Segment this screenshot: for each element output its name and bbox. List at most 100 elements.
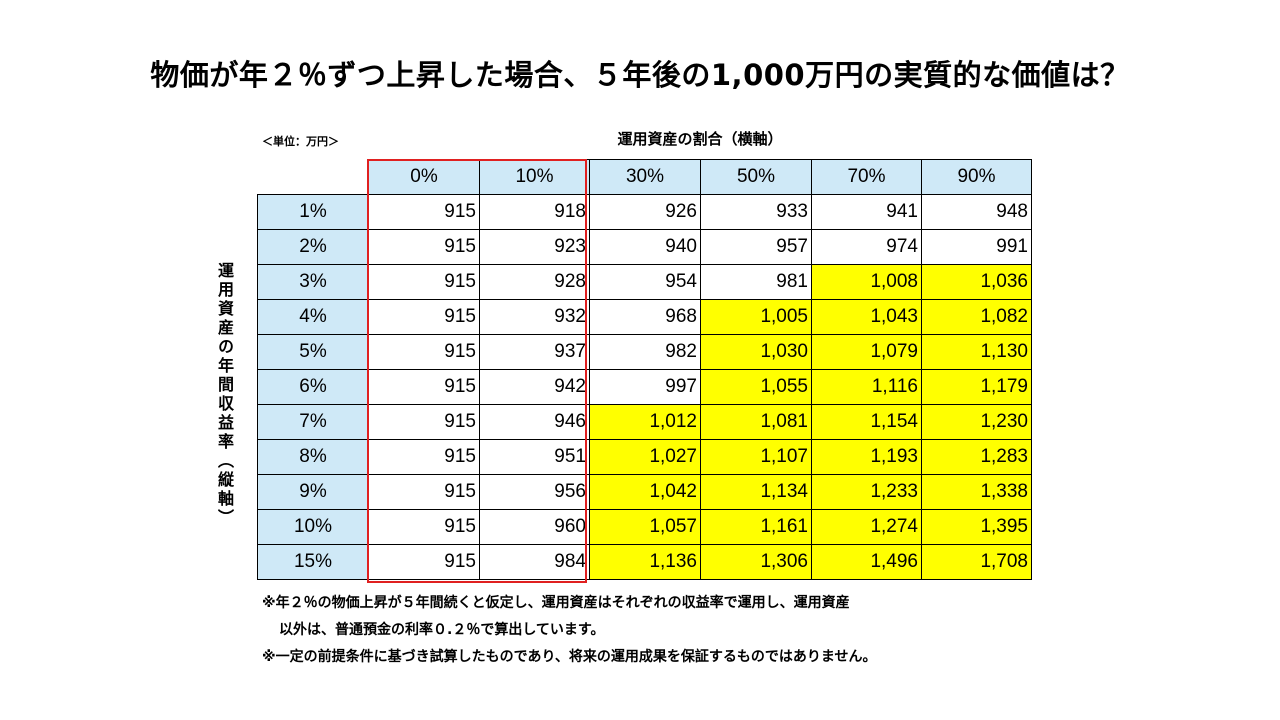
- row-header: 6%: [257, 369, 369, 405]
- table-corner: [257, 159, 369, 195]
- table-cell: 1,008: [811, 264, 922, 300]
- table-cell: 1,107: [700, 439, 812, 475]
- table-row: 15% 915 984 1,136 1,306 1,496 1,708: [257, 544, 1032, 580]
- column-header: 30%: [589, 159, 701, 195]
- table-cell: 956: [479, 474, 590, 510]
- table-cell: 1,030: [700, 334, 812, 370]
- table-cell: 933: [700, 194, 812, 230]
- table-cell: 1,134: [700, 474, 812, 510]
- table-cell: 974: [811, 229, 922, 265]
- table-cell: 1,179: [921, 369, 1032, 405]
- table-cell: 937: [479, 334, 590, 370]
- table-row: 10% 915 960 1,057 1,161 1,274 1,395: [257, 509, 1032, 545]
- table-cell: 1,274: [811, 509, 922, 545]
- table-cell: 915: [368, 264, 480, 300]
- table-cell: 915: [368, 439, 480, 475]
- row-header: 4%: [257, 299, 369, 335]
- table-row: 3% 915 928 954 981 1,008 1,036: [257, 264, 1032, 300]
- y-axis-label: 運用資産の年間収益率（縦軸）: [215, 262, 234, 528]
- table-row: 8% 915 951 1,027 1,107 1,193 1,283: [257, 439, 1032, 475]
- table-cell: 946: [479, 404, 590, 440]
- column-header: 70%: [811, 159, 922, 195]
- table-cell: 941: [811, 194, 922, 230]
- row-header: 2%: [257, 229, 369, 265]
- table-cell: 1,306: [700, 544, 812, 580]
- table-cell: 915: [368, 369, 480, 405]
- table-cell: 915: [368, 544, 480, 580]
- footnote-1: ※年２％の物価上昇が５年間続くと仮定し、運用資産はそれぞれの収益率で運用し、運用…: [262, 595, 850, 611]
- footnote-2: 以外は、普通預金の利率０.２％で算出しています。: [279, 622, 605, 638]
- table-row: 7% 915 946 1,012 1,081 1,154 1,230: [257, 404, 1032, 440]
- table-cell: 957: [700, 229, 812, 265]
- table-cell: 1,055: [700, 369, 812, 405]
- value-table: 0% 10% 30% 50% 70% 90% 1% 915 918 926 933 941 948 2% 9…: [257, 159, 1032, 580]
- table-cell: 1,079: [811, 334, 922, 370]
- table-cell: 948: [921, 194, 1032, 230]
- table-row: 5% 915 937 982 1,030 1,079 1,130: [257, 334, 1032, 370]
- table-cell: 915: [368, 229, 480, 265]
- table-cell: 1,283: [921, 439, 1032, 475]
- table-cell: 1,161: [700, 509, 812, 545]
- column-header: 90%: [921, 159, 1032, 195]
- table-cell: 1,116: [811, 369, 922, 405]
- table-row: 4% 915 932 968 1,005 1,043 1,082: [257, 299, 1032, 335]
- table-cell: 1,081: [700, 404, 812, 440]
- table-cell: 915: [368, 404, 480, 440]
- table-cell: 928: [479, 264, 590, 300]
- table-cell: 1,005: [700, 299, 812, 335]
- table-cell: 1,130: [921, 334, 1032, 370]
- unit-label: ＜単位：万円＞: [262, 135, 339, 148]
- table-cell: 1,395: [921, 509, 1032, 545]
- column-header: 0%: [368, 159, 480, 195]
- table-cell: 1,193: [811, 439, 922, 475]
- row-header: 7%: [257, 404, 369, 440]
- column-header-row: 0% 10% 30% 50% 70% 90%: [257, 159, 1032, 195]
- table-cell: 1,082: [921, 299, 1032, 335]
- table-cell: 982: [589, 334, 701, 370]
- page-title: 物価が年２％ずつ上昇した場合、５年後の1,000万円の実質的な価値は？: [150, 58, 1130, 92]
- column-header: 50%: [700, 159, 812, 195]
- table-cell: 1,230: [921, 404, 1032, 440]
- table-cell: 1,043: [811, 299, 922, 335]
- table-cell: 954: [589, 264, 701, 300]
- table-cell: 923: [479, 229, 590, 265]
- table-cell: 915: [368, 334, 480, 370]
- table-cell: 951: [479, 439, 590, 475]
- table-cell: 1,042: [589, 474, 701, 510]
- table-cell: 915: [368, 509, 480, 545]
- row-header: 15%: [257, 544, 369, 580]
- table-row: 2% 915 923 940 957 974 991: [257, 229, 1032, 265]
- row-header: 10%: [257, 509, 369, 545]
- table-cell: 997: [589, 369, 701, 405]
- table-row: 9% 915 956 1,042 1,134 1,233 1,338: [257, 474, 1032, 510]
- table-cell: 926: [589, 194, 701, 230]
- row-header: 5%: [257, 334, 369, 370]
- table-cell: 1,154: [811, 404, 922, 440]
- footnote-3: ※一定の前提条件に基づき試算したものであり、将来の運用成果を保証するものではあり…: [262, 649, 877, 665]
- x-axis-label: 運用資産の割合（横軸）: [617, 130, 783, 148]
- table-cell: 991: [921, 229, 1032, 265]
- table-cell: 1,708: [921, 544, 1032, 580]
- table-cell: 932: [479, 299, 590, 335]
- table-cell: 968: [589, 299, 701, 335]
- table-row: 1% 915 918 926 933 941 948: [257, 194, 1032, 230]
- table-cell: 915: [368, 474, 480, 510]
- row-header: 1%: [257, 194, 369, 230]
- table-cell: 915: [368, 194, 480, 230]
- table-cell: 1,496: [811, 544, 922, 580]
- table-cell: 1,338: [921, 474, 1032, 510]
- table-cell: 918: [479, 194, 590, 230]
- table-cell: 960: [479, 509, 590, 545]
- table-cell: 984: [479, 544, 590, 580]
- row-header: 9%: [257, 474, 369, 510]
- table-cell: 1,136: [589, 544, 701, 580]
- table-cell: 1,027: [589, 439, 701, 475]
- column-header: 10%: [479, 159, 590, 195]
- table-cell: 942: [479, 369, 590, 405]
- table-cell: 1,057: [589, 509, 701, 545]
- table-cell: 981: [700, 264, 812, 300]
- table-cell: 1,233: [811, 474, 922, 510]
- table-cell: 940: [589, 229, 701, 265]
- table-cell: 915: [368, 299, 480, 335]
- row-header: 3%: [257, 264, 369, 300]
